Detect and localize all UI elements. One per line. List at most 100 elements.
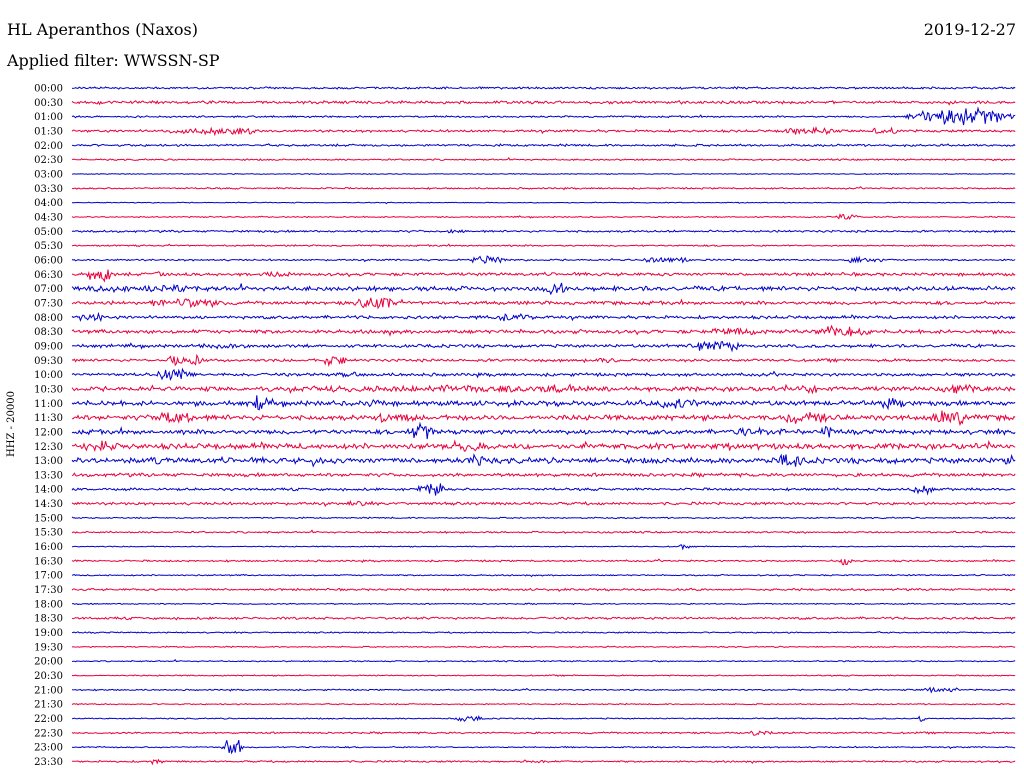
trace-line (71, 674, 1016, 677)
trace-line (71, 125, 1016, 137)
hour-label: 17:30 (34, 585, 63, 596)
hour-label: 15:00 (34, 513, 63, 524)
hour-label: 08:30 (34, 327, 63, 338)
trace-line (71, 410, 1016, 427)
hour-label: 22:00 (34, 714, 63, 725)
hour-label: 03:30 (34, 184, 63, 195)
hour-label: 16:30 (34, 556, 63, 567)
trace-line (71, 324, 1016, 337)
hour-label: 22:30 (34, 728, 63, 739)
hour-label: 16:00 (34, 542, 63, 553)
hour-label: 07:30 (34, 298, 63, 309)
hour-label: 15:30 (34, 528, 63, 539)
trace-line (71, 282, 1016, 296)
hour-label: 08:00 (34, 313, 63, 324)
hour-label: 07:00 (34, 284, 63, 295)
hour-label: 11:00 (34, 399, 63, 410)
trace-line (71, 340, 1016, 353)
trace-line (71, 201, 1016, 205)
record-date: 2019-12-27 (923, 20, 1016, 39)
trace-group (71, 86, 1016, 766)
hour-label: 04:00 (34, 198, 63, 209)
trace-line (71, 421, 1016, 440)
trace-line (71, 106, 1016, 126)
trace-line (71, 439, 1016, 453)
trace-line (71, 186, 1016, 191)
trace-line (71, 558, 1016, 566)
trace-line (71, 353, 1016, 368)
trace-line (71, 395, 1016, 411)
station-title: HL Aperanthos (Naxos) (7, 20, 198, 39)
hour-label: 18:30 (34, 614, 63, 625)
hour-label: 09:30 (34, 356, 63, 367)
trace-line (71, 367, 1016, 382)
hour-label: 23:30 (34, 757, 63, 768)
trace-line (71, 602, 1016, 606)
hour-label: 01:30 (34, 126, 63, 137)
trace-line (71, 453, 1016, 468)
trace-line (71, 255, 1016, 264)
hour-label: 05:00 (34, 227, 63, 238)
trace-line (71, 143, 1016, 148)
hour-label: 13:30 (34, 470, 63, 481)
trace-line (71, 311, 1016, 323)
hour-label: 13:00 (34, 456, 63, 467)
trace-line (71, 483, 1016, 496)
trace-line (71, 544, 1016, 551)
hour-label: 05:30 (34, 241, 63, 252)
hour-label: 06:00 (34, 255, 63, 266)
trace-line (71, 714, 1016, 722)
hour-label: 23:00 (34, 743, 63, 754)
hour-label: 04:30 (34, 212, 63, 223)
hour-label: 20:00 (34, 657, 63, 668)
hour-label: 02:00 (34, 141, 63, 152)
hour-label: 01:00 (34, 112, 63, 123)
trace-line (71, 730, 1016, 736)
trace-line (71, 243, 1016, 248)
trace-line (71, 587, 1016, 592)
trace-line (71, 645, 1016, 649)
trace-line (71, 383, 1016, 395)
trace-line (71, 529, 1016, 534)
hour-label: 12:30 (34, 442, 63, 453)
hour-label: 06:30 (34, 270, 63, 281)
trace-line (71, 630, 1016, 634)
hour-label: 19:00 (34, 628, 63, 639)
y-axis-label: HHZ - 20000 (6, 391, 17, 457)
hour-label: 12:00 (34, 427, 63, 438)
hour-label: 21:30 (34, 700, 63, 711)
hour-label: 00:30 (34, 98, 63, 109)
hour-label: 02:30 (34, 155, 63, 166)
trace-line (71, 758, 1016, 766)
hour-label-group: 00:00 00:30 01:00 01:30 02:00 02:30 03:00 03:30… (34, 84, 63, 769)
trace-line (71, 172, 1016, 176)
trace-line (71, 573, 1016, 578)
trace-line (71, 686, 1016, 694)
filter-label: Applied filter: WWSSN-SP (7, 51, 220, 70)
trace-line (71, 471, 1016, 479)
hour-label: 10:30 (34, 384, 63, 395)
trace-line (71, 297, 1016, 310)
hour-label: 20:30 (34, 671, 63, 682)
hour-label: 21:00 (34, 685, 63, 696)
hour-label: 14:00 (34, 485, 63, 496)
trace-line (71, 86, 1016, 90)
hour-label: 10:00 (34, 370, 63, 381)
hour-label: 03:00 (34, 169, 63, 180)
trace-line (71, 516, 1016, 520)
hour-label: 14:30 (34, 499, 63, 510)
trace-line (71, 228, 1016, 234)
trace-line (71, 659, 1016, 663)
trace-line (71, 702, 1016, 706)
trace-line (71, 269, 1016, 283)
hour-label: 11:30 (34, 413, 63, 424)
hour-label: 00:00 (34, 84, 63, 95)
trace-line (71, 616, 1016, 621)
trace-line (71, 499, 1016, 508)
hour-label: 18:00 (34, 599, 63, 610)
hour-label: 17:00 (34, 571, 63, 582)
trace-line (71, 739, 1016, 755)
trace-line (71, 99, 1016, 106)
trace-line (71, 157, 1016, 162)
